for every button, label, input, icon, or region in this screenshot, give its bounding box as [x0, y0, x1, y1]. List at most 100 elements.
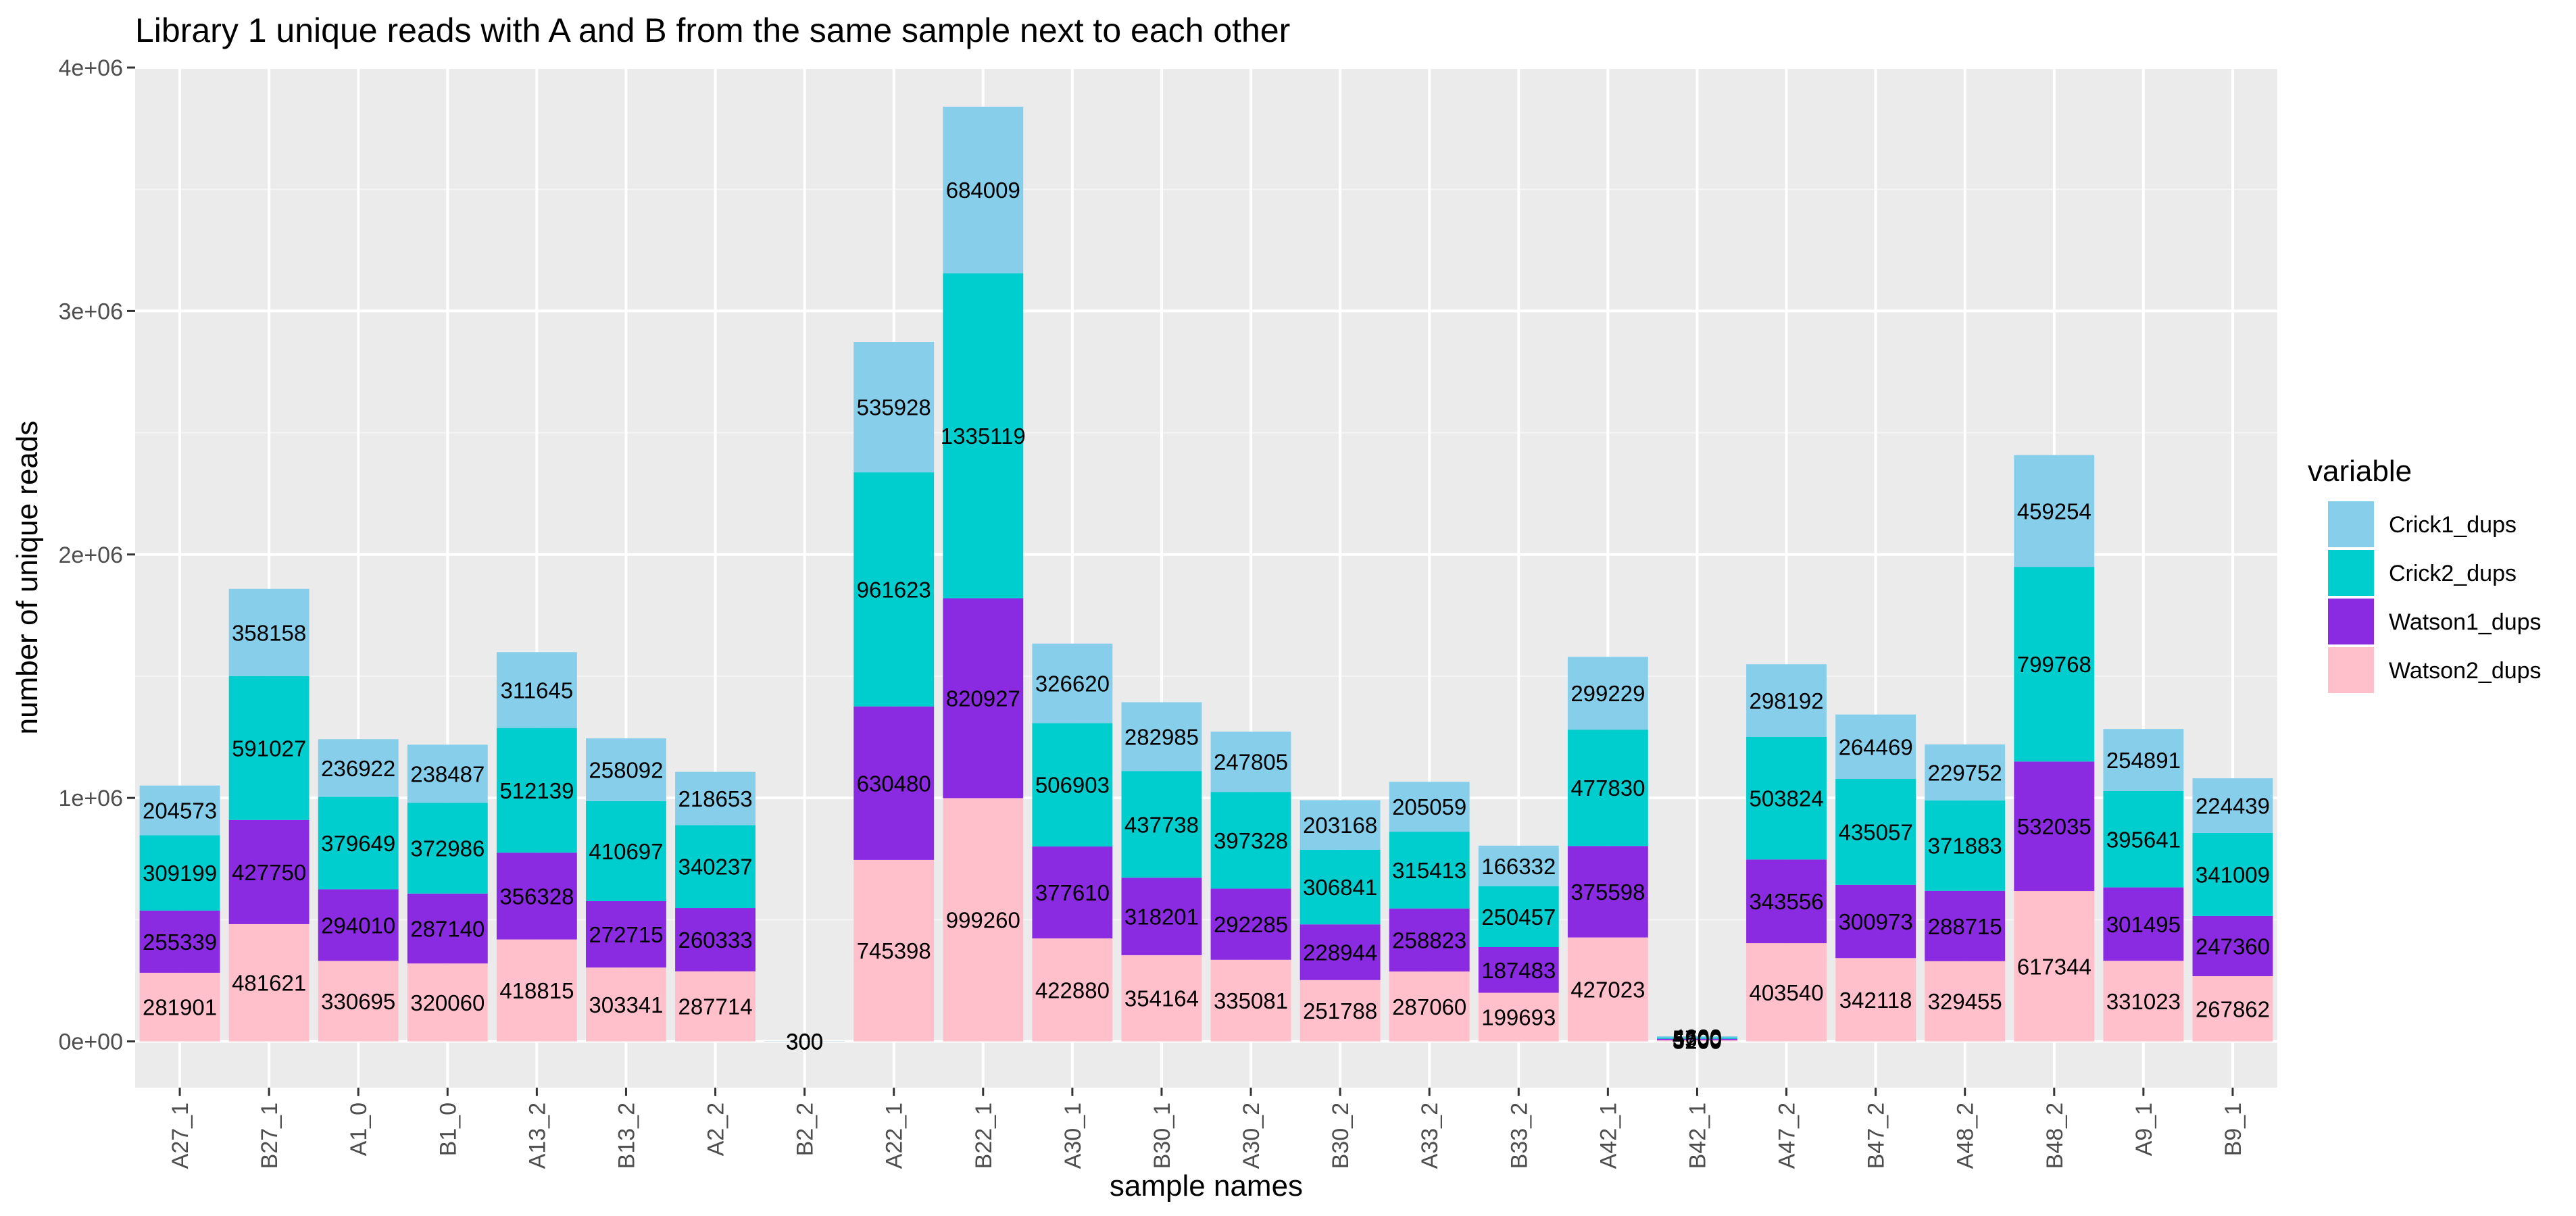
x-tick-label: B13_2 [614, 1103, 639, 1169]
bar-segment [1657, 1040, 1737, 1042]
x-tick-label: A27_1 [168, 1103, 193, 1169]
bar-label: 166332 [1481, 854, 1556, 879]
bar-segment [1210, 731, 1291, 792]
bar-label: 477830 [1570, 776, 1645, 801]
y-axis-title: number of unique reads [11, 421, 44, 735]
bar-label: 272715 [589, 922, 663, 947]
bar-segment [1210, 792, 1291, 889]
bar-label: 799768 [2017, 652, 2091, 677]
x-tick-label: B30_1 [1149, 1103, 1175, 1169]
y-tick-label: 2e+06 [59, 542, 124, 568]
x-tick-label: A30_2 [1239, 1103, 1264, 1169]
bar-segment [1032, 938, 1113, 1042]
bar-segment [1746, 943, 1827, 1042]
bar-segment [1032, 723, 1113, 847]
bar-segment [1299, 924, 1381, 980]
bar-label: 258092 [589, 757, 663, 782]
bar-segment [1210, 888, 1291, 960]
bar-label: 372986 [410, 836, 485, 861]
bar-label: 999260 [946, 907, 1020, 932]
bar-label: 358158 [232, 620, 306, 645]
bar-segment [1746, 736, 1827, 860]
bar-label: 318201 [1124, 905, 1199, 930]
bar-segment [407, 744, 488, 803]
bar-label: 1335119 [941, 424, 1026, 449]
bar-label: 228944 [1303, 940, 1377, 965]
y-tick-label: 4e+06 [59, 55, 124, 81]
bar-segment [586, 738, 666, 801]
bar-segment [1478, 946, 1559, 993]
x-tick-label: B27_1 [257, 1103, 282, 1169]
bar-segment [1567, 657, 1648, 730]
bar-label: 301495 [2106, 912, 2181, 937]
bar-segment [318, 796, 399, 890]
bar-label: 287714 [678, 994, 752, 1019]
bar-label: 377610 [1035, 880, 1110, 905]
bar-label: 187483 [1481, 958, 1556, 983]
bar-segment [2103, 790, 2184, 888]
x-tick-label: A13_2 [524, 1103, 550, 1169]
bar-labels: 281901 255339 309199 204573 481621 427750 5910… [143, 178, 2270, 1054]
bar-segment [675, 971, 756, 1042]
bar-label: 229752 [1928, 760, 2002, 785]
bar-label: 247805 [1214, 750, 1288, 775]
x-tick-label: A22_1 [882, 1103, 908, 1169]
bar-segment [853, 859, 935, 1042]
bar-segment [2014, 567, 2095, 762]
bar-segment [318, 739, 399, 797]
bar-segment [139, 972, 220, 1042]
bar-label: 329455 [1928, 989, 2002, 1014]
bar-label: 326620 [1035, 672, 1110, 696]
bar-segment [1121, 878, 1202, 955]
bar-label: 250457 [1481, 905, 1556, 930]
bar-segment [1657, 1037, 1737, 1039]
bar-segment [943, 598, 1024, 799]
bar-segment [943, 106, 1024, 274]
bar-segment [496, 939, 577, 1042]
bar-label: 300 [786, 1029, 823, 1054]
bar-label: 343556 [1749, 889, 1823, 914]
bar-segment [496, 728, 577, 853]
legend-key [2328, 550, 2374, 596]
bar-segment [496, 652, 577, 728]
bar-label: 203168 [1303, 813, 1377, 838]
chart-title: Library 1 unique reads with A and B from… [135, 11, 1290, 49]
bar-label: 5700 [1673, 1026, 1722, 1051]
bar-label: 300 [786, 1029, 823, 1054]
bar-label: 287140 [410, 916, 485, 941]
bar-segment [1657, 1036, 1737, 1038]
x-axis: A27_1 B27_1 A1_0 B1_0 A13_2 B13_2 A2_2 B2_2 A22_… [168, 1088, 2246, 1169]
bar-label: 340237 [678, 855, 752, 880]
bar-segment [1032, 643, 1113, 724]
bar-segment [2103, 887, 2184, 961]
bar-label: 300 [786, 1029, 823, 1054]
plot-panel [135, 68, 2277, 1088]
bar-segment [2192, 778, 2273, 833]
bar-label: 684009 [946, 178, 1020, 203]
bar-segment [2014, 761, 2095, 892]
bar-label: 331023 [2106, 989, 2181, 1014]
bar-segment [1835, 714, 1916, 779]
bar-segment [228, 819, 309, 924]
bar-label: 630480 [857, 771, 931, 796]
bar-label: 535928 [857, 395, 931, 420]
bar-segment [1299, 849, 1381, 925]
bar-label: 341009 [2196, 862, 2270, 887]
bar-label: 4600 [1673, 1025, 1722, 1050]
bar-label: 311645 [501, 678, 574, 703]
legend-key [2328, 501, 2374, 547]
bar-segment [1567, 846, 1648, 938]
bar-segment [407, 893, 488, 964]
bar-segment [228, 923, 309, 1042]
y-tick-label: 1e+06 [59, 786, 124, 811]
bar-segment [675, 825, 756, 909]
bar-label: 437738 [1124, 812, 1199, 837]
legend-label: Crick2_dups [2389, 561, 2517, 586]
grid-minor [135, 188, 2277, 921]
bar-segment [1746, 664, 1827, 737]
x-tick-label: A33_2 [1417, 1103, 1443, 1169]
bar-segment [675, 908, 756, 971]
bar-label: 320060 [410, 990, 485, 1015]
bar-segment [1925, 744, 2006, 801]
bar-label: 236922 [321, 756, 395, 781]
